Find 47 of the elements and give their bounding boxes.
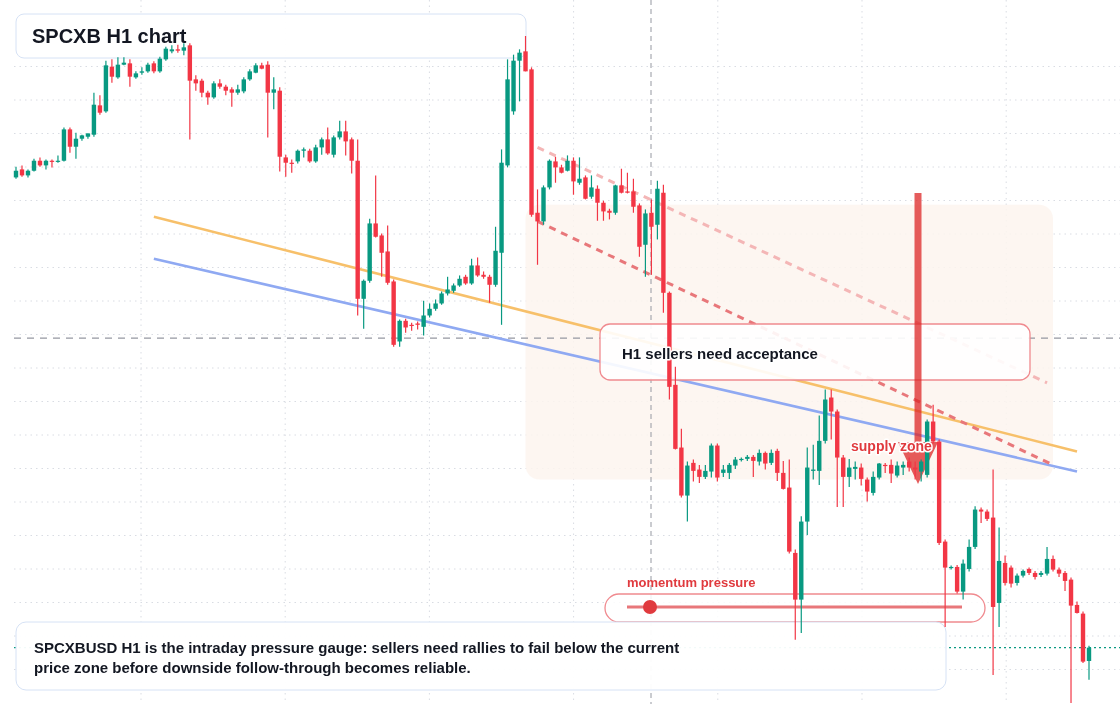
candlestick [918, 458, 924, 483]
annotation: momentum pressure [627, 575, 756, 590]
candlestick [601, 200, 606, 222]
candlestick [775, 448, 780, 482]
candlestick [595, 184, 600, 222]
candlestick [97, 94, 103, 116]
candlestick [649, 198, 654, 276]
candlestick [475, 256, 480, 278]
candlestick [1044, 546, 1050, 577]
candlestick [109, 58, 115, 84]
candlestick [553, 156, 558, 184]
candlestick [1062, 570, 1068, 592]
candlestick [865, 476, 870, 503]
candlestick [930, 404, 936, 445]
candlestick [361, 278, 366, 330]
candlestick [517, 48, 522, 102]
candlestick [487, 274, 492, 304]
candlestick [871, 470, 876, 497]
candlestick [337, 120, 342, 140]
candlestick [283, 154, 288, 178]
candlestick [331, 134, 336, 158]
candlestick [229, 86, 234, 108]
annotation: SPCXBUSD H1 is the intraday pressure gauge: sellers need rallies to fail below the current price zone before downside follow-through becomes reliable. [34, 639, 680, 676]
candlestick [966, 538, 972, 573]
candlestick [1008, 565, 1014, 589]
candlestick [469, 258, 474, 286]
candlestick [781, 460, 786, 491]
candlestick [67, 126, 73, 154]
candlestick [571, 156, 576, 196]
candlestick [589, 174, 594, 200]
candlestick [888, 458, 894, 484]
candlestick [421, 300, 426, 337]
candlestick [1002, 554, 1008, 587]
candlestick [751, 454, 756, 478]
candlestick [127, 58, 133, 88]
candlestick [763, 450, 768, 471]
candlestick [271, 76, 276, 110]
candlestick [577, 156, 582, 186]
candlestick [73, 132, 79, 160]
candlestick [325, 126, 330, 156]
candlestick [829, 388, 834, 441]
candlestick [313, 144, 318, 164]
candlestick [199, 78, 205, 98]
candlestick [397, 318, 402, 348]
chart-title: SPCXB H1 chart [32, 25, 187, 47]
candlestick [583, 174, 588, 201]
candlestick [139, 66, 145, 76]
